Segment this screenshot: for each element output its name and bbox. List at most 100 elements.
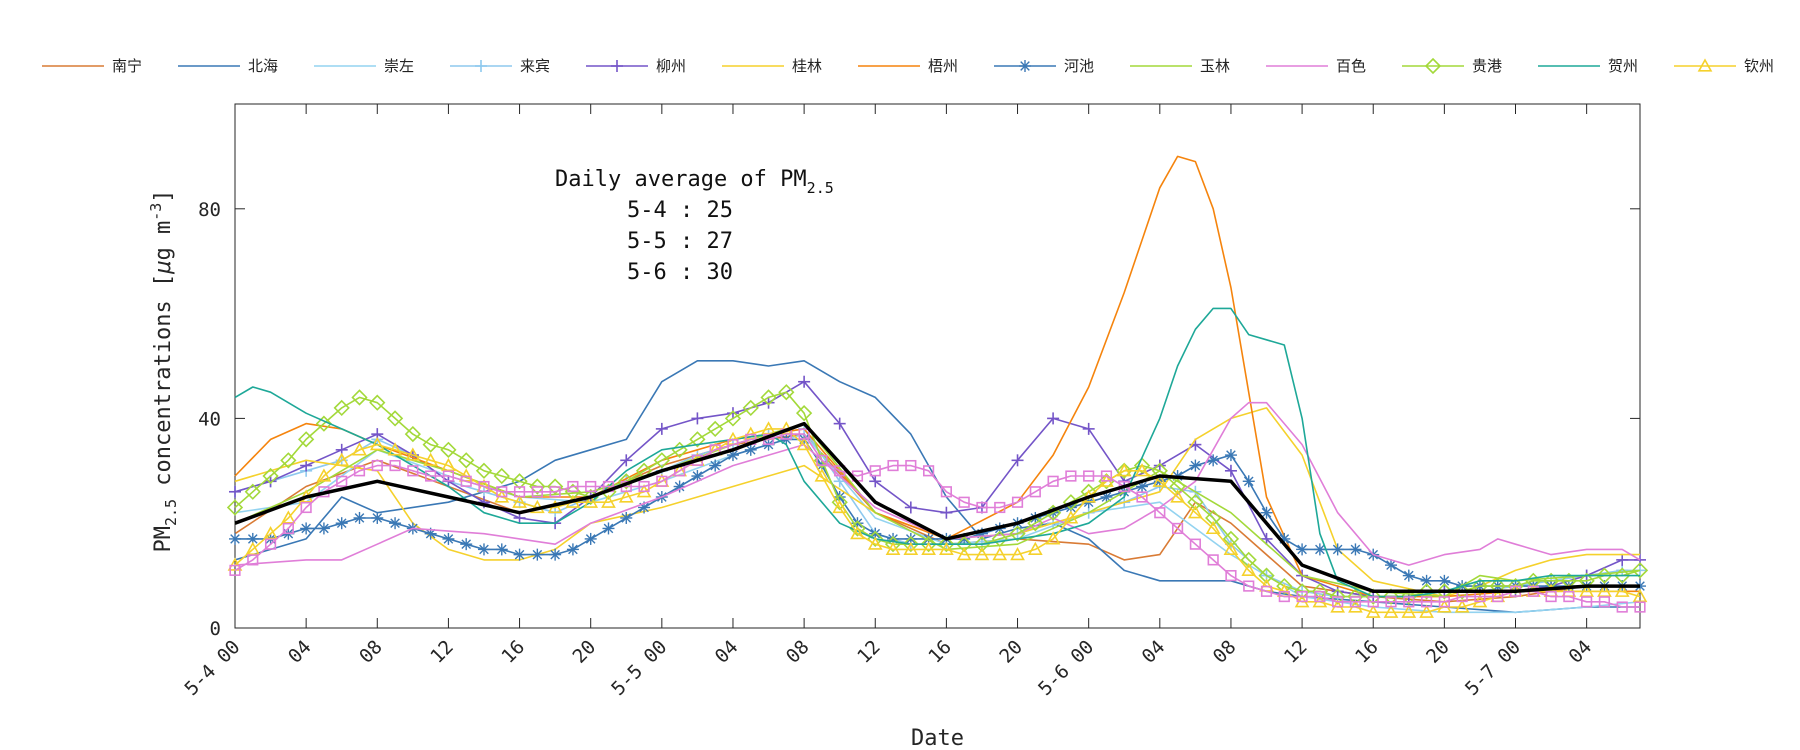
series-北海 — [234, 359, 1640, 614]
series-line-mean — [234, 421, 1640, 594]
data-point-钦州-33 — [814, 468, 830, 482]
x-tick-label: 16 — [924, 636, 956, 668]
data-point-贵港-16 — [511, 473, 528, 490]
data-point-钦州-41 — [956, 546, 972, 561]
legend-item-桂林: 桂林 — [722, 57, 822, 75]
data-point-钦州-30 — [761, 421, 776, 435]
data-point-钦州-69 — [1454, 599, 1470, 613]
data-point-钦州-11 — [423, 452, 438, 466]
x-tick-label: 08 — [782, 636, 814, 668]
data-point-河池-19 — [566, 543, 579, 556]
legend-item-贺州: 贺州 — [1538, 57, 1638, 75]
data-point-贵港-29 — [742, 399, 759, 417]
data-point-钦州-21 — [601, 494, 616, 508]
series-line-贺州 — [234, 307, 1640, 598]
data-point-钦州-1 — [245, 541, 261, 556]
data-point-贵港-44 — [1009, 525, 1026, 542]
data-point-河池-66 — [1402, 569, 1415, 582]
data-point-河池-7 — [353, 511, 366, 524]
legend-label: 南宁 — [112, 57, 142, 75]
data-point-防城港-65 — [1385, 596, 1397, 608]
data-point-防城港-67 — [1420, 596, 1433, 608]
legend-label: 北海 — [248, 57, 278, 75]
data-point-贵港-12 — [440, 441, 457, 458]
series-line-北海 — [234, 359, 1640, 614]
data-point-贵港-5 — [315, 415, 333, 432]
data-point-防城港-16 — [513, 486, 526, 498]
data-point-钦州-36 — [867, 536, 883, 550]
data-point-贵港-77 — [1596, 567, 1613, 584]
data-point-柳州-11 — [620, 454, 633, 467]
legend-label: 桂林 — [792, 57, 822, 75]
x-tick-label: 5-6 00 — [1034, 636, 1098, 700]
data-point-柳州-13 — [691, 412, 704, 425]
data-point-来宾-39 — [1616, 564, 1629, 577]
data-point-钦州-3 — [280, 510, 296, 524]
data-point-钦州-16 — [512, 494, 527, 508]
data-point-钦州-76 — [1579, 583, 1595, 597]
data-point-防城港-62 — [1332, 596, 1344, 608]
data-point-钦州-20 — [583, 494, 599, 508]
data-point-贵港-56 — [1222, 530, 1240, 548]
data-point-贵港-0 — [226, 499, 244, 516]
x-tick-label: 04 — [1564, 636, 1596, 668]
data-point-防城港-3 — [282, 522, 294, 535]
data-point-钦州-54 — [1188, 505, 1203, 519]
data-point-钦州-34 — [832, 499, 848, 514]
series-line-贵港 — [234, 391, 1641, 598]
x-tick-label: 20 — [568, 636, 600, 668]
series-贺州 — [234, 307, 1640, 598]
data-point-贵港-62 — [1329, 588, 1346, 605]
data-point-河池-58 — [1260, 506, 1273, 519]
data-point-钦州-57 — [1241, 562, 1257, 576]
data-point-河池-4 — [300, 522, 313, 535]
series-line-崇左 — [234, 433, 1641, 614]
data-point-防城港-24 — [656, 475, 668, 487]
data-point-钦州-9 — [387, 442, 403, 456]
data-point-贵港-47 — [1062, 494, 1080, 511]
y-tick-label: 40 — [198, 408, 221, 430]
data-point-河池-0 — [229, 532, 241, 545]
x-tick-label: 16 — [1351, 636, 1383, 668]
data-point-钦州-50 — [1116, 463, 1132, 477]
data-point-钦州-5 — [316, 468, 332, 482]
legend-item-百色: 百色 — [1266, 57, 1366, 75]
data-point-柳州-16 — [798, 375, 811, 388]
data-point-贵港-40 — [938, 536, 955, 553]
data-point-柳州-18 — [869, 475, 882, 488]
data-point-贵港-10 — [404, 425, 421, 443]
data-point-柳州-28 — [1224, 464, 1237, 477]
data-point-钦州-32 — [796, 436, 812, 451]
data-point-防城港-20 — [585, 480, 597, 493]
data-point-防城港-49 — [1100, 470, 1113, 482]
data-point-贵港-13 — [458, 452, 475, 469]
data-point-贵港-38 — [902, 536, 919, 553]
series-line-南宁 — [234, 433, 1640, 603]
data-point-河池-22 — [620, 511, 633, 524]
legend-item-南宁: 南宁 — [42, 57, 142, 75]
data-point-钦州-10 — [405, 447, 421, 461]
data-point-防城港-44 — [1011, 496, 1024, 508]
x-tick-label: 12 — [1280, 636, 1312, 668]
data-point-防城港-13 — [460, 475, 472, 487]
data-point-柳州-31 — [1331, 585, 1344, 598]
x-tick-label: 20 — [995, 636, 1027, 668]
data-point-钦州-52 — [1152, 473, 1168, 487]
annotation-line-5-5: 5-5 : 27 — [627, 229, 733, 254]
data-point-防城港-18 — [549, 486, 561, 498]
data-point-河池-17 — [531, 548, 544, 561]
legend-label: 崇左 — [384, 57, 414, 75]
data-point-防城港-54 — [1189, 538, 1201, 550]
data-point-河池-27 — [709, 459, 722, 472]
data-point-防城港-10 — [407, 465, 419, 477]
data-point-贵港-72 — [1507, 577, 1524, 595]
series-柳州 — [229, 375, 1646, 603]
data-point-贵港-57 — [1240, 551, 1257, 569]
data-point-河池-13 — [460, 538, 473, 551]
x-tick-label: 04 — [711, 636, 743, 668]
x-tick-label: 08 — [1209, 636, 1241, 668]
series-layer — [226, 155, 1649, 618]
data-point-防城港-15 — [496, 486, 508, 498]
data-point-柳州-23 — [1047, 412, 1060, 425]
